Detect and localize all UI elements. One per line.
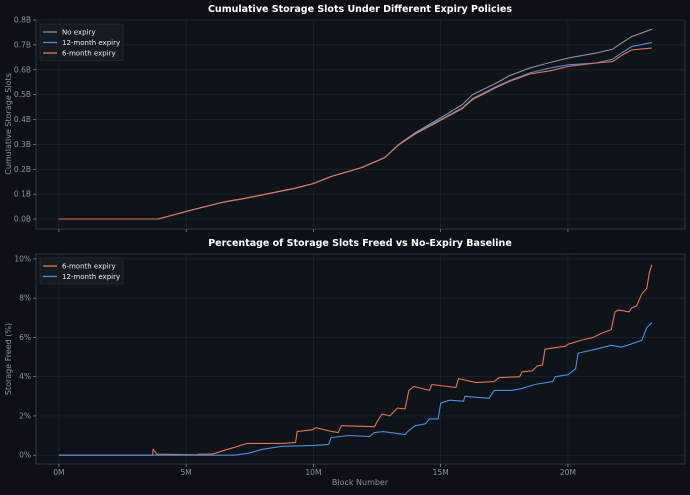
series-lines [58,28,653,220]
x-axis-label: Block Number [332,478,389,487]
legend-label: 6-month expiry [62,263,116,271]
plot-area [35,19,686,230]
y-tick-label: 0.4B [14,115,31,124]
legend-label: 6-month expiry [62,50,116,58]
series-line-6-month-expiry [58,264,653,456]
y-tick-label: 6% [19,333,31,342]
legend-box [39,23,124,61]
legend: 6-month expiry 12-month expiry [39,257,124,285]
legend-box [39,257,124,285]
chart-title: Cumulative Storage Slots Under Different… [208,4,512,15]
y-axis-label: Cumulative Storage Slots [4,73,13,175]
y-tick-label: 0.1B [14,190,31,199]
y-tick-label: 0.6B [14,65,31,74]
y-tick-label: 0.3B [14,140,31,149]
y-tick-label: 4% [19,372,31,381]
y-tick-label: 0.7B [14,40,31,49]
legend-label: 12-month expiry [62,39,120,47]
y-axis-label: Storage Freed (%) [4,323,13,395]
y-tick-label: 0.8B [14,16,31,25]
series-line-12-month-expiry [58,322,653,456]
y-tick-label: 8% [19,294,31,303]
y-tick-label: 0% [19,451,31,460]
x-tick-label: 15M [433,468,449,477]
legend-label: No expiry [62,29,95,37]
storage-freed-chart: 0M 5M 10M 15M 20M 0% 2% 4% 6% 8% 10% Percentage of… [4,238,686,487]
legend-label: 12-month expiry [62,273,120,281]
x-tick-label: 10M [305,468,321,477]
y-tick-label: 10% [14,254,31,263]
x-tick-label: 0M [53,468,64,477]
x-tick-label: 20M [560,468,576,477]
y-tick-label: 2% [19,411,31,420]
series-line-6-month-expiry [58,47,652,220]
y-tick-label: 0.5B [14,90,31,99]
chart-title: Percentage of Storage Slots Freed vs No-… [208,238,512,249]
legend: No expiry 12-month expiry 6-month expiry [39,23,124,61]
y-tick-label: 0.0B [14,215,31,224]
axis-ticks: 0.0B 0.1B 0.2B 0.3B 0.4B 0.5B 0.6B 0.7B 0.8B [14,16,569,232]
plot-area [35,253,686,465]
y-tick-label: 0.2B [14,165,31,174]
axis-ticks: 0M 5M 10M 15M 20M 0% 2% 4% 6% 8% 10% [14,254,576,477]
cumulative-storage-chart: 0.0B 0.1B 0.2B 0.3B 0.4B 0.5B 0.6B 0.7B 0.8B Cum… [4,4,686,232]
grid [36,19,685,229]
series-lines [58,264,653,456]
x-tick-label: 5M [181,468,192,477]
